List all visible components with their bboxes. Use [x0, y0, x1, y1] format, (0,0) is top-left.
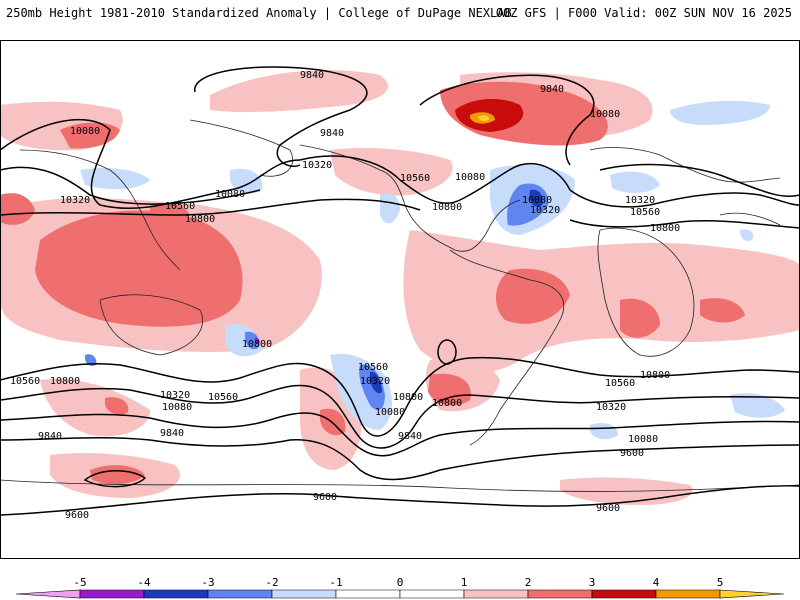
contour-label: 10800: [432, 202, 462, 213]
contour-label: 10560: [208, 392, 238, 403]
colorbar-tick: -3: [201, 576, 214, 589]
colorbar-segment: [335, 589, 401, 599]
colorbar-segment: [399, 589, 465, 599]
model-run-info: 00Z GFS | F000 Valid: 00Z SUN NOV 16 202…: [495, 6, 792, 20]
positive-anomaly-strong: [455, 98, 524, 132]
colorbar-tick: -2: [265, 576, 278, 589]
contour-label: 10560: [358, 362, 388, 373]
colorbar-segment: [271, 589, 337, 599]
contour-label: 10320: [302, 160, 332, 171]
colorbar-tick: -1: [329, 576, 342, 589]
contour-label: 9600: [620, 448, 644, 459]
contour-label: 10080: [590, 109, 620, 120]
contour-label: 10800: [242, 339, 272, 350]
contour-label: 10800: [393, 392, 423, 403]
contour-label: 10560: [630, 207, 660, 218]
colorbar-tick: 4: [653, 576, 660, 589]
colorbar-segment: [719, 589, 785, 599]
contour-label: 9840: [160, 428, 184, 439]
colorbar-tick-labels: -5 -4 -3 -2 -1 0 1 2 3 4 5: [73, 576, 723, 589]
contour-label: 10320: [596, 402, 626, 413]
contour-label: 9600: [313, 492, 337, 503]
colorbar-tick: 2: [525, 576, 532, 589]
colorbar-tick: -4: [137, 576, 151, 589]
contour-label: 10320: [530, 205, 560, 216]
contour-label: 10560: [10, 376, 40, 387]
colorbar-segment: [591, 589, 657, 599]
colorbar: -5 -4 -3 -2 -1 0 1 2 3 4 5: [15, 576, 785, 599]
contour-label: 10080: [522, 195, 552, 206]
contour-label: 10080: [162, 402, 192, 413]
contour-label: 9840: [398, 431, 422, 442]
contour-label: 10080: [628, 434, 658, 445]
map-title: 250mb Height 1981-2010 Standardized Anom…: [6, 6, 512, 20]
contour-label: 10800: [50, 376, 80, 387]
colorbar-tick: 5: [717, 576, 724, 589]
colorbar-segment: [463, 589, 529, 599]
height-contours: [0, 66, 800, 516]
contour-label: 9600: [65, 510, 89, 521]
contour-label: 9840: [320, 128, 344, 139]
contour-label: 10320: [360, 376, 390, 387]
contour-label: 10800: [650, 223, 680, 234]
contour-label: 9840: [38, 431, 62, 442]
colorbar-tick: 3: [589, 576, 596, 589]
contour-label: 10080: [215, 189, 245, 200]
contour-label: 10560: [400, 173, 430, 184]
colorbar-segment: [207, 589, 273, 599]
contour-label: 10320: [160, 390, 190, 401]
anomaly-map: 9840 9840 10080 10080 9840 10080 10320 1…: [0, 40, 800, 559]
contour-label: 10800: [640, 370, 670, 381]
contour-label: 10080: [375, 407, 405, 418]
contour-label: 10080: [455, 172, 485, 183]
contour-label: 10320: [625, 195, 655, 206]
contour-label: 10560: [165, 201, 195, 212]
contour-label: 10080: [70, 126, 100, 137]
colorbar-segments: [15, 589, 785, 599]
contour-label: 10800: [432, 398, 462, 409]
colorbar-segment: [527, 589, 593, 599]
contour-label: 10800: [185, 214, 215, 225]
colorbar-segment: [655, 589, 721, 599]
contour-label: 10560: [605, 378, 635, 389]
contour-labels: 9840 9840 10080 10080 9840 10080 10320 1…: [10, 70, 680, 521]
colorbar-tick: 1: [461, 576, 468, 589]
colorbar-tick: 0: [397, 576, 404, 589]
contour-label: 9840: [540, 84, 564, 95]
colorbar-segment: [79, 589, 145, 599]
contour-label: 9600: [596, 503, 620, 514]
contour-label: 9840: [300, 70, 324, 81]
negative-anomaly: [80, 100, 785, 440]
colorbar-segment: [143, 589, 209, 599]
colorbar-tick: -5: [73, 576, 86, 589]
colorbar-segment: [15, 589, 81, 599]
contour-label: 10320: [60, 195, 90, 206]
